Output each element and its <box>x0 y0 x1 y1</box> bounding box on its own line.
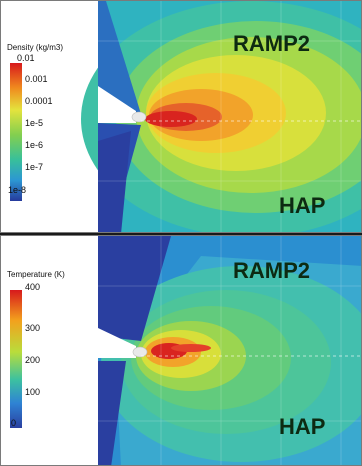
temperature-bottom-case-label: HAP <box>279 414 326 439</box>
temperature-colorbar <box>10 290 22 428</box>
density-tick: 1e-8 <box>8 185 27 195</box>
density-tick: 1e-6 <box>25 140 44 150</box>
temperature-tick: 200 <box>25 355 41 365</box>
temperature-top-case-label: RAMP2 <box>233 258 311 283</box>
panel-divider <box>0 233 362 235</box>
density-top-case-label: RAMP2 <box>233 31 311 56</box>
temperature-tick: 300 <box>25 323 41 333</box>
density-colorbar-title: Density (kg/m3) <box>7 43 64 52</box>
temperature-contour-plot <box>1 236 361 465</box>
temperature-tick: 0 <box>11 418 17 428</box>
density-panel: Density (kg/m3) 0.01 0.001 0.0001 1e-5 1… <box>0 0 362 233</box>
temperature-tick: 100 <box>25 387 41 397</box>
density-tick: 1e-7 <box>25 162 44 172</box>
density-tick: 0.001 <box>25 74 48 84</box>
density-colorbar <box>10 63 22 201</box>
density-tick: 1e-5 <box>25 118 44 128</box>
density-tick: 0.01 <box>17 53 35 63</box>
density-colorbar-labels: Density (kg/m3) 0.01 0.001 0.0001 1e-5 1… <box>7 43 102 213</box>
density-tick: 0.0001 <box>25 96 53 106</box>
temperature-tick: 400 <box>25 282 41 292</box>
density-contour-plot <box>1 1 361 232</box>
temperature-colorbar-title: Temperature (K) <box>7 270 65 279</box>
temperature-colorbar-labels: Temperature (K) 400 300 200 100 0 <box>7 270 102 440</box>
temperature-panel: Temperature (K) 400 300 200 100 0 RAMP2 … <box>0 235 362 466</box>
density-bottom-case-label: HAP <box>279 193 326 218</box>
